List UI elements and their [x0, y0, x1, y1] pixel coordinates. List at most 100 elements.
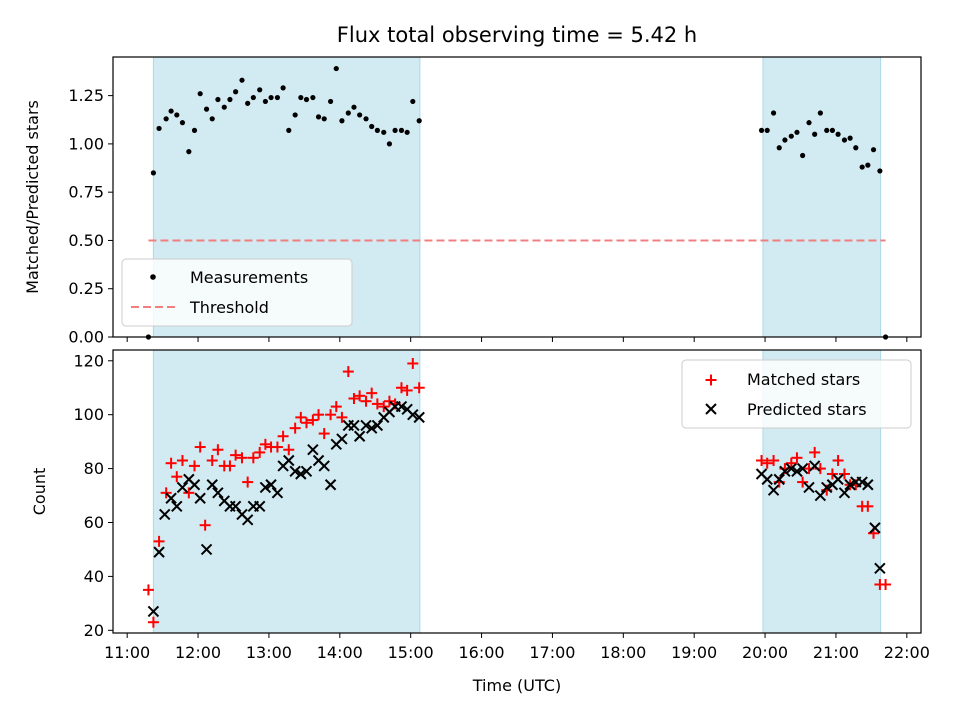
measurement-point	[257, 87, 263, 93]
measurement-point	[865, 162, 871, 168]
predicted-star-point	[874, 562, 886, 575]
measurement-point	[841, 137, 848, 143]
y-tick-label: 100	[73, 405, 104, 424]
measurement-point	[209, 116, 215, 122]
measurement-point	[363, 116, 369, 122]
x-tick-label: 13:00	[246, 643, 292, 662]
ratio-panel: 0.00 0.25 0.50 0.75 1.00 1.25 Matched/Predict…	[23, 56, 922, 347]
measurement-point	[280, 85, 286, 91]
predicted-star-point	[176, 481, 189, 494]
y-tick-label: 1.00	[68, 134, 104, 153]
legend-label-measurements: Measurements	[190, 268, 308, 287]
predicted-star-point	[808, 460, 821, 472]
measurement-point	[398, 127, 405, 133]
matched-star-point	[395, 382, 407, 394]
measurement-point	[782, 137, 788, 143]
matched-star-point	[330, 401, 342, 413]
measurement-point	[239, 77, 245, 83]
x-tick-label: 19:00	[671, 643, 717, 662]
predicted-star-point	[773, 473, 785, 486]
matched-star-point	[832, 455, 844, 467]
predicted-star-point	[821, 481, 833, 494]
measurement-point	[333, 65, 339, 72]
measurement-point	[339, 118, 345, 124]
matched-star-point	[791, 452, 803, 464]
predicted-star-point	[767, 484, 780, 496]
count-y-axis-label: Count	[30, 468, 49, 516]
matched-star-point	[313, 409, 325, 421]
predicted-star-point	[254, 500, 266, 513]
predicted-star-point	[259, 481, 272, 494]
matched-star-point	[254, 446, 266, 458]
predicted-star-point	[869, 522, 881, 534]
matched-star-point	[224, 460, 236, 472]
measurement-point	[824, 127, 830, 133]
y-tick-label: 1.25	[68, 86, 104, 105]
measurement-point	[168, 108, 174, 114]
measurement-point	[847, 135, 853, 141]
matched-star-point	[153, 535, 165, 547]
measurement-point	[870, 147, 877, 153]
matched-star-point	[768, 455, 780, 467]
chart-title: Flux total observing time = 5.42 h	[337, 23, 697, 47]
measurement-point	[776, 145, 782, 151]
matched-star-point	[242, 476, 254, 488]
predicted-star-point	[371, 419, 384, 432]
measurement-point	[812, 131, 818, 137]
x-tick-label: 17:00	[529, 643, 575, 662]
matched-star-point	[206, 455, 218, 467]
predicted-star-point	[153, 546, 165, 558]
measurement-point	[274, 94, 281, 101]
legend-marker-matched	[705, 374, 717, 386]
count-legend-box	[681, 359, 912, 429]
measurement-point	[321, 116, 327, 122]
matched-star-point	[160, 487, 172, 499]
matched-star-point	[230, 449, 242, 461]
measurement-point	[404, 129, 410, 135]
predicted-star-point	[194, 492, 206, 504]
measurement-point	[197, 91, 203, 97]
matched-star-point	[289, 422, 301, 434]
y-tick-label: 60	[84, 513, 104, 532]
measurement-point	[163, 116, 169, 122]
x-tick-label: 16:00	[459, 643, 505, 662]
predicted-star-point	[814, 489, 827, 502]
matched-star-point	[826, 468, 838, 480]
measurement-point	[150, 170, 156, 176]
measurement-point	[292, 112, 298, 118]
measurement-point	[203, 106, 210, 112]
matched-star-point	[785, 457, 797, 469]
predicted-star-point	[200, 543, 213, 556]
predicted-star-point	[206, 479, 218, 491]
measurement-point	[345, 110, 351, 116]
matched-star-point	[383, 395, 395, 407]
measurement-point	[191, 127, 198, 133]
predicted-star-point	[365, 422, 378, 434]
predicted-star-point	[289, 465, 301, 477]
ratio-y-axis-label: Matched/Predicted stars	[23, 100, 42, 294]
matched-star-point	[325, 409, 337, 421]
predicted-star-point	[856, 476, 868, 488]
measurement-point	[186, 149, 192, 155]
predicted-star-point	[265, 479, 277, 491]
measurement-point	[315, 114, 322, 120]
y-tick-label: 80	[84, 459, 104, 478]
x-tick-label: 14:00	[317, 643, 363, 662]
measurement-point	[262, 98, 268, 105]
measurement-point	[156, 125, 162, 132]
legend-label-matched: Matched stars	[747, 370, 860, 389]
measurement-point	[310, 94, 316, 101]
measurement-point	[829, 127, 836, 133]
matched-star-point	[371, 398, 383, 410]
measurement-point	[174, 112, 180, 118]
predicted-star-point	[353, 430, 366, 442]
matched-star-point	[336, 411, 348, 423]
matched-star-point	[183, 487, 195, 499]
measurement-point	[233, 89, 239, 95]
measurement-point	[179, 120, 186, 126]
matched-star-point	[165, 457, 177, 469]
predicted-star-point	[307, 444, 319, 456]
y-tick-label: 0.25	[68, 279, 104, 298]
predicted-star-point	[212, 487, 224, 499]
